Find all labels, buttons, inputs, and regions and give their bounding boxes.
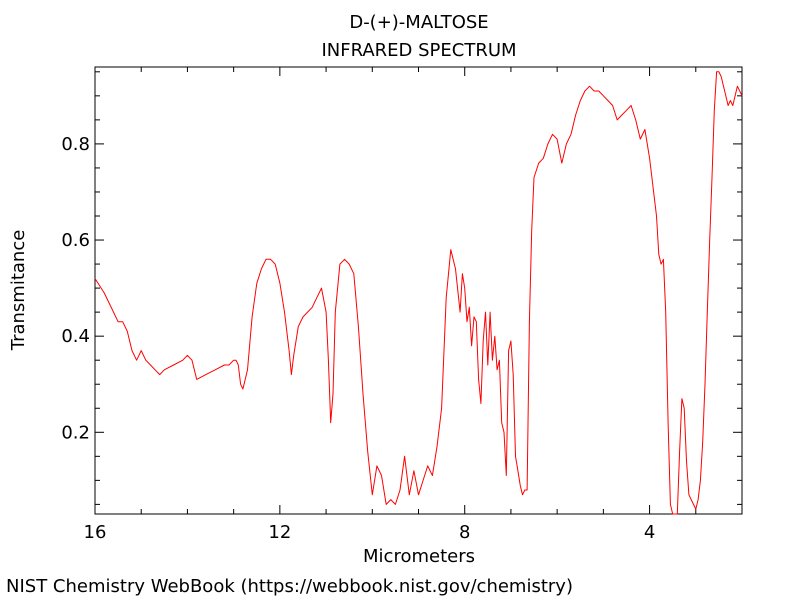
x-tick-label: 16 <box>84 522 107 543</box>
y-tick-label: 0.4 <box>61 326 90 347</box>
source-credit: NIST Chemistry WebBook (https://webbook.… <box>6 576 573 597</box>
x-tick-label: 8 <box>459 522 470 543</box>
spectrum-line <box>94 71 743 515</box>
x-tick-label: 12 <box>268 522 291 543</box>
plot-frame <box>94 66 743 515</box>
chart-title: D-(+)-MALTOSE <box>349 12 488 33</box>
tick-labels: 16 12 8 4 0.2 0.4 0.6 0.8 <box>61 134 655 543</box>
y-tick-label: 0.2 <box>61 422 90 443</box>
y-tick-label: 0.6 <box>61 230 90 251</box>
y-axis-label: Transmitance <box>8 230 29 352</box>
chart-subtitle: INFRARED SPECTRUM <box>321 40 516 61</box>
x-axis-label: Micrometers <box>363 546 475 567</box>
x-tick-label: 4 <box>644 522 655 543</box>
axis-ticks <box>95 67 742 514</box>
y-tick-label: 0.8 <box>61 134 90 155</box>
